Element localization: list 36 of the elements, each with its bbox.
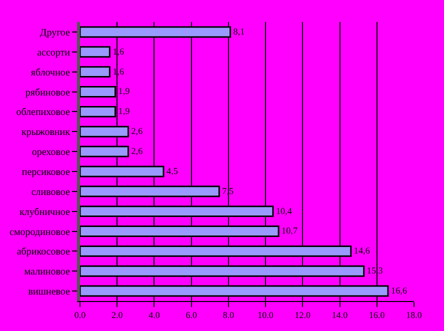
data-label: 16,6 <box>391 286 408 296</box>
x-tick-label: 4.0 <box>148 310 160 320</box>
y-tick-label: ассорти <box>37 47 71 58</box>
data-label: 10,4 <box>276 206 292 216</box>
y-tick-label: рябиновое <box>25 87 71 98</box>
data-label: 1,9 <box>118 86 130 96</box>
data-label: 10,7 <box>282 226 298 236</box>
y-tick-label: облепиховое <box>16 107 71 118</box>
y-tick-label: крыжовник <box>21 127 70 138</box>
y-tick-label: вишневое <box>28 286 71 298</box>
y-tick-label: малиновое <box>24 266 71 278</box>
x-tick-label: 0.0 <box>74 310 86 320</box>
bar <box>80 66 110 78</box>
y-tick-label: Другое <box>40 27 71 38</box>
y-tick-label: сливовое <box>31 186 71 198</box>
data-label: 2,6 <box>131 126 144 136</box>
x-tick-label: 2.0 <box>111 310 124 320</box>
x-tick-label: 16.0 <box>369 310 386 320</box>
data-label: 4,5 <box>166 166 178 176</box>
y-tick-label: яблочное <box>30 67 71 78</box>
x-tick-label: 18.0 <box>406 310 422 320</box>
y-tick-label: абрикосовое <box>16 246 71 258</box>
y-tick-label: смородиновое <box>10 226 71 238</box>
x-tick-label: 10.0 <box>258 310 274 320</box>
x-tick-label: 14.0 <box>332 310 348 320</box>
y-tick-label: ореховое <box>32 147 71 158</box>
x-tick-label: 6.0 <box>186 310 198 320</box>
x-tick-label: 8.0 <box>222 310 235 320</box>
x-tick-label: 12.0 <box>294 310 312 320</box>
data-label: 8,1 <box>233 26 246 36</box>
data-label: 2,6 <box>131 146 144 156</box>
data-label: 1,9 <box>118 106 130 116</box>
bar <box>80 46 110 58</box>
y-tick-label: клубничное <box>20 206 71 218</box>
data-label: 14,6 <box>354 246 370 256</box>
y-tick-label: персиковое <box>22 166 71 178</box>
